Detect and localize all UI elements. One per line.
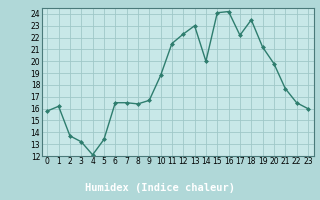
Text: Humidex (Indice chaleur): Humidex (Indice chaleur) — [85, 183, 235, 193]
